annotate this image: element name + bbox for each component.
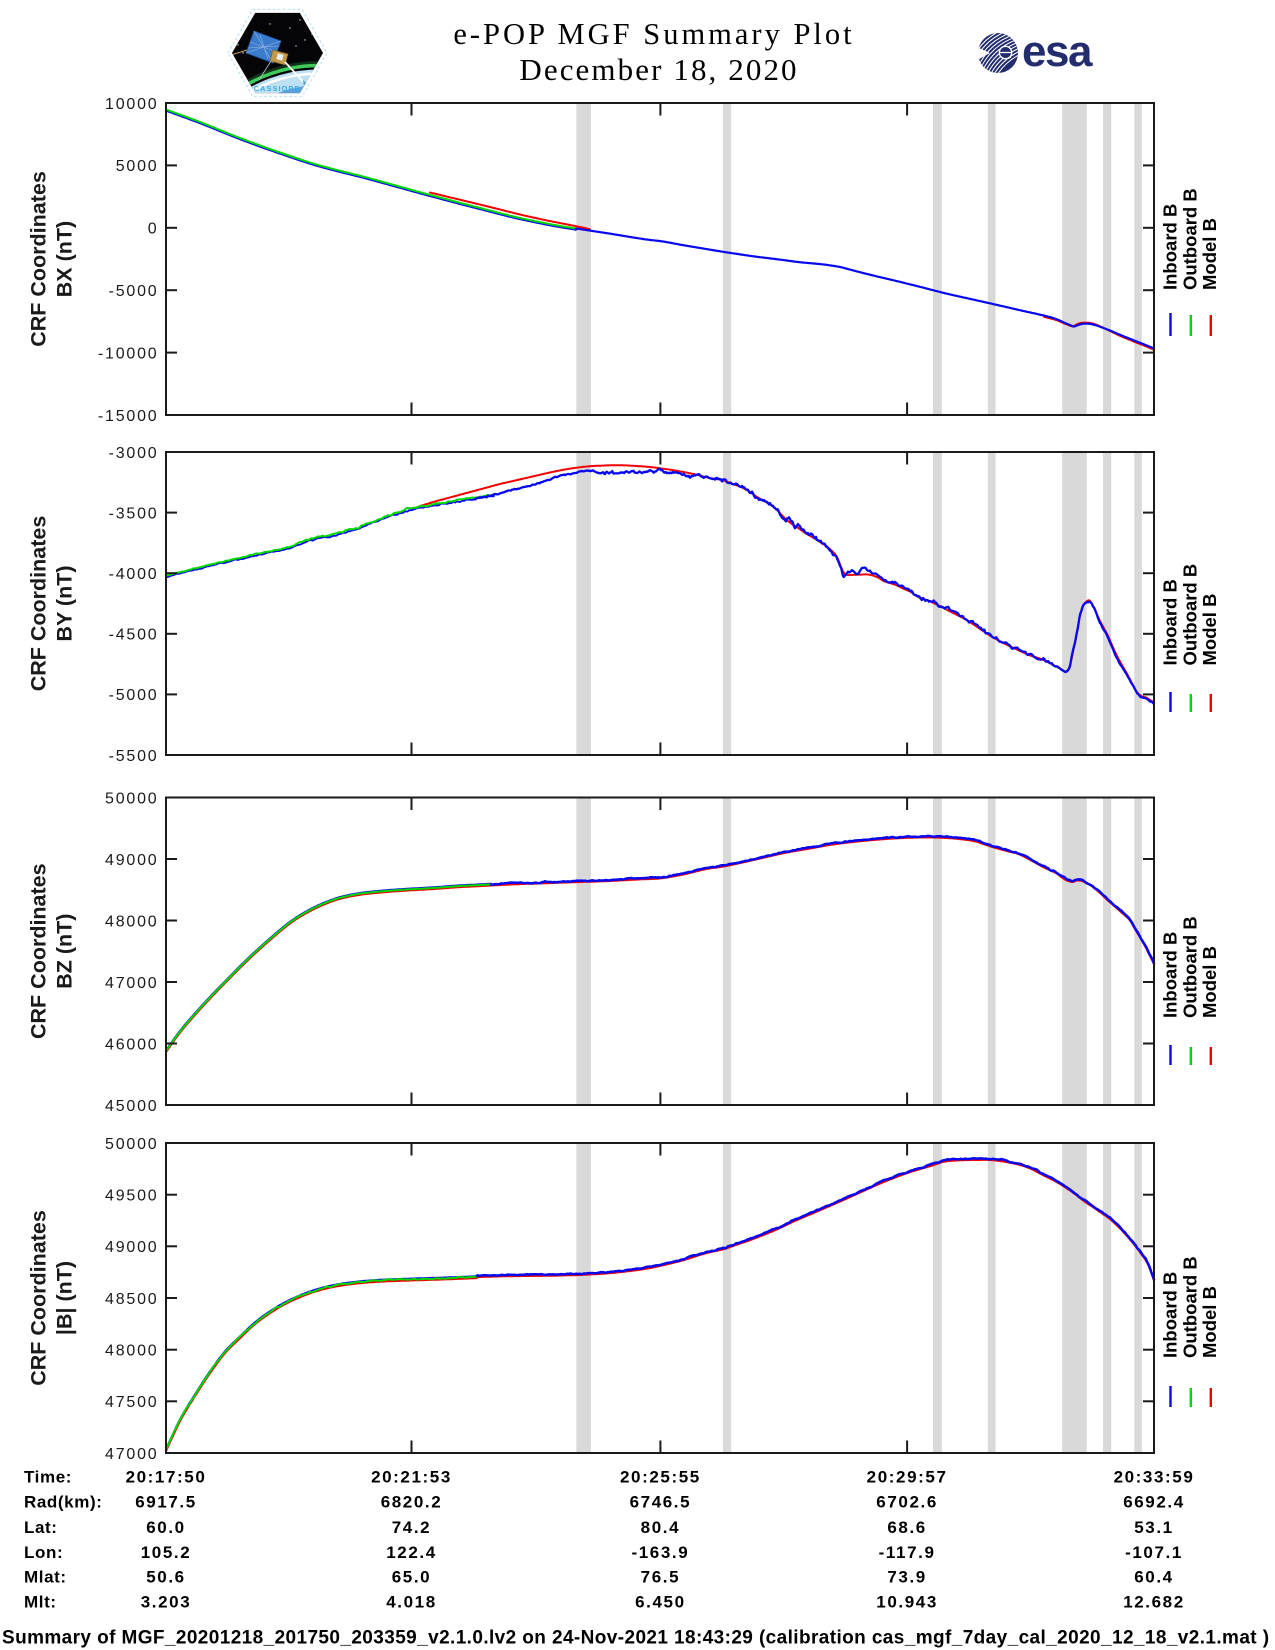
svg-text:60.0: 60.0 (146, 1518, 186, 1537)
svg-text:105.2: 105.2 (141, 1543, 192, 1562)
svg-text:Inboard B: Inboard B (1159, 579, 1180, 665)
svg-text:4.018: 4.018 (386, 1593, 437, 1612)
svg-text:10.943: 10.943 (876, 1593, 938, 1612)
svg-text:Inboard B: Inboard B (1159, 932, 1180, 1018)
svg-text:BX (nT): BX (nT) (53, 221, 77, 297)
svg-text:60.4: 60.4 (1134, 1567, 1174, 1586)
svg-text:76.5: 76.5 (641, 1567, 681, 1586)
svg-text:47000: 47000 (105, 975, 159, 992)
svg-text:50000: 50000 (105, 790, 159, 807)
svg-text:20:29:57: 20:29:57 (867, 1468, 948, 1487)
svg-text:Inboard B: Inboard B (1159, 204, 1180, 290)
svg-text:esa: esa (1022, 27, 1093, 76)
svg-text:Mlt:: Mlt: (24, 1593, 57, 1612)
svg-text:-3000: -3000 (109, 445, 159, 462)
svg-text:Outboard B: Outboard B (1179, 188, 1200, 290)
svg-text:CASSIOPE: CASSIOPE (254, 84, 301, 93)
svg-text:45000: 45000 (105, 1098, 159, 1115)
svg-text:BY (nT): BY (nT) (53, 565, 77, 641)
svg-text:6692.4: 6692.4 (1123, 1493, 1185, 1512)
svg-text:73.9: 73.9 (887, 1567, 927, 1586)
svg-text:20:33:59: 20:33:59 (1114, 1468, 1195, 1487)
svg-text:-5500: -5500 (109, 748, 159, 765)
svg-text:74.2: 74.2 (392, 1518, 432, 1537)
svg-text:3.203: 3.203 (141, 1593, 192, 1612)
svg-text:-107.1: -107.1 (1125, 1543, 1183, 1562)
svg-text:CRF Coordinates: CRF Coordinates (27, 1210, 51, 1386)
svg-text:December 18, 2020: December 18, 2020 (519, 52, 798, 87)
svg-text:47500: 47500 (105, 1394, 159, 1411)
svg-text:53.1: 53.1 (1134, 1518, 1174, 1537)
svg-text:10000: 10000 (105, 96, 159, 113)
svg-text:-5000: -5000 (109, 283, 159, 300)
svg-text:Outboard B: Outboard B (1179, 916, 1200, 1018)
svg-text:Outboard B: Outboard B (1179, 1256, 1200, 1358)
svg-text:Inboard B: Inboard B (1159, 1272, 1180, 1358)
svg-text:Model B: Model B (1199, 1286, 1220, 1358)
svg-text:49500: 49500 (105, 1188, 159, 1205)
svg-text:68.6: 68.6 (887, 1518, 927, 1537)
svg-text:Rad(km):: Rad(km): (24, 1493, 102, 1512)
svg-text:Model B: Model B (1199, 946, 1220, 1018)
svg-text:Lon:: Lon: (24, 1543, 63, 1562)
svg-text:20:21:53: 20:21:53 (371, 1468, 452, 1487)
svg-text:65.0: 65.0 (392, 1567, 432, 1586)
svg-text:49000: 49000 (105, 1239, 159, 1256)
svg-text:CRF Coordinates: CRF Coordinates (27, 171, 51, 347)
svg-text:Mlat:: Mlat: (24, 1567, 67, 1586)
svg-text:20:17:50: 20:17:50 (126, 1468, 207, 1487)
svg-text:50000: 50000 (105, 1136, 159, 1153)
svg-text:6917.5: 6917.5 (135, 1493, 197, 1512)
svg-text:49000: 49000 (105, 852, 159, 869)
svg-text:|B| (nT): |B| (nT) (53, 1261, 77, 1335)
svg-text:6.450: 6.450 (635, 1593, 686, 1612)
svg-text:-4000: -4000 (109, 566, 159, 583)
svg-text:CRF Coordinates: CRF Coordinates (27, 863, 51, 1039)
svg-text:-4500: -4500 (109, 627, 159, 644)
svg-text:6702.6: 6702.6 (876, 1493, 938, 1512)
svg-text:50.6: 50.6 (146, 1567, 186, 1586)
svg-text:48500: 48500 (105, 1291, 159, 1308)
svg-text:Time:: Time: (24, 1468, 72, 1487)
svg-text:20:25:55: 20:25:55 (620, 1468, 701, 1487)
svg-text:Outboard B: Outboard B (1179, 564, 1200, 666)
svg-text:46000: 46000 (105, 1036, 159, 1053)
svg-text:48000: 48000 (105, 1343, 159, 1360)
svg-text:Model B: Model B (1199, 594, 1220, 666)
svg-text:-15000: -15000 (98, 408, 159, 425)
svg-text:CRF Coordinates: CRF Coordinates (27, 516, 51, 692)
svg-text:6746.5: 6746.5 (630, 1493, 692, 1512)
svg-text:48000: 48000 (105, 913, 159, 930)
svg-text:122.4: 122.4 (386, 1543, 437, 1562)
svg-text:6820.2: 6820.2 (381, 1493, 443, 1512)
svg-text:-3500: -3500 (109, 505, 159, 522)
svg-text:80.4: 80.4 (641, 1518, 681, 1537)
svg-text:47000: 47000 (105, 1446, 159, 1463)
svg-text:12.682: 12.682 (1123, 1593, 1185, 1612)
svg-text:-10000: -10000 (98, 345, 159, 362)
svg-text:-117.9: -117.9 (879, 1543, 936, 1562)
svg-text:-5000: -5000 (109, 687, 159, 704)
svg-text:-163.9: -163.9 (631, 1543, 689, 1562)
svg-text:e-POP MGF Summary Plot: e-POP MGF Summary Plot (453, 17, 854, 51)
svg-text:Summary of MGF_20201218_201750: Summary of MGF_20201218_201750_203359_v2… (2, 1627, 1269, 1648)
svg-text:0: 0 (148, 221, 159, 238)
svg-text:Lat:: Lat: (24, 1518, 58, 1537)
svg-text:5000: 5000 (116, 158, 159, 175)
svg-text:BZ (nT): BZ (nT) (53, 914, 77, 989)
svg-text:Model B: Model B (1199, 218, 1220, 290)
